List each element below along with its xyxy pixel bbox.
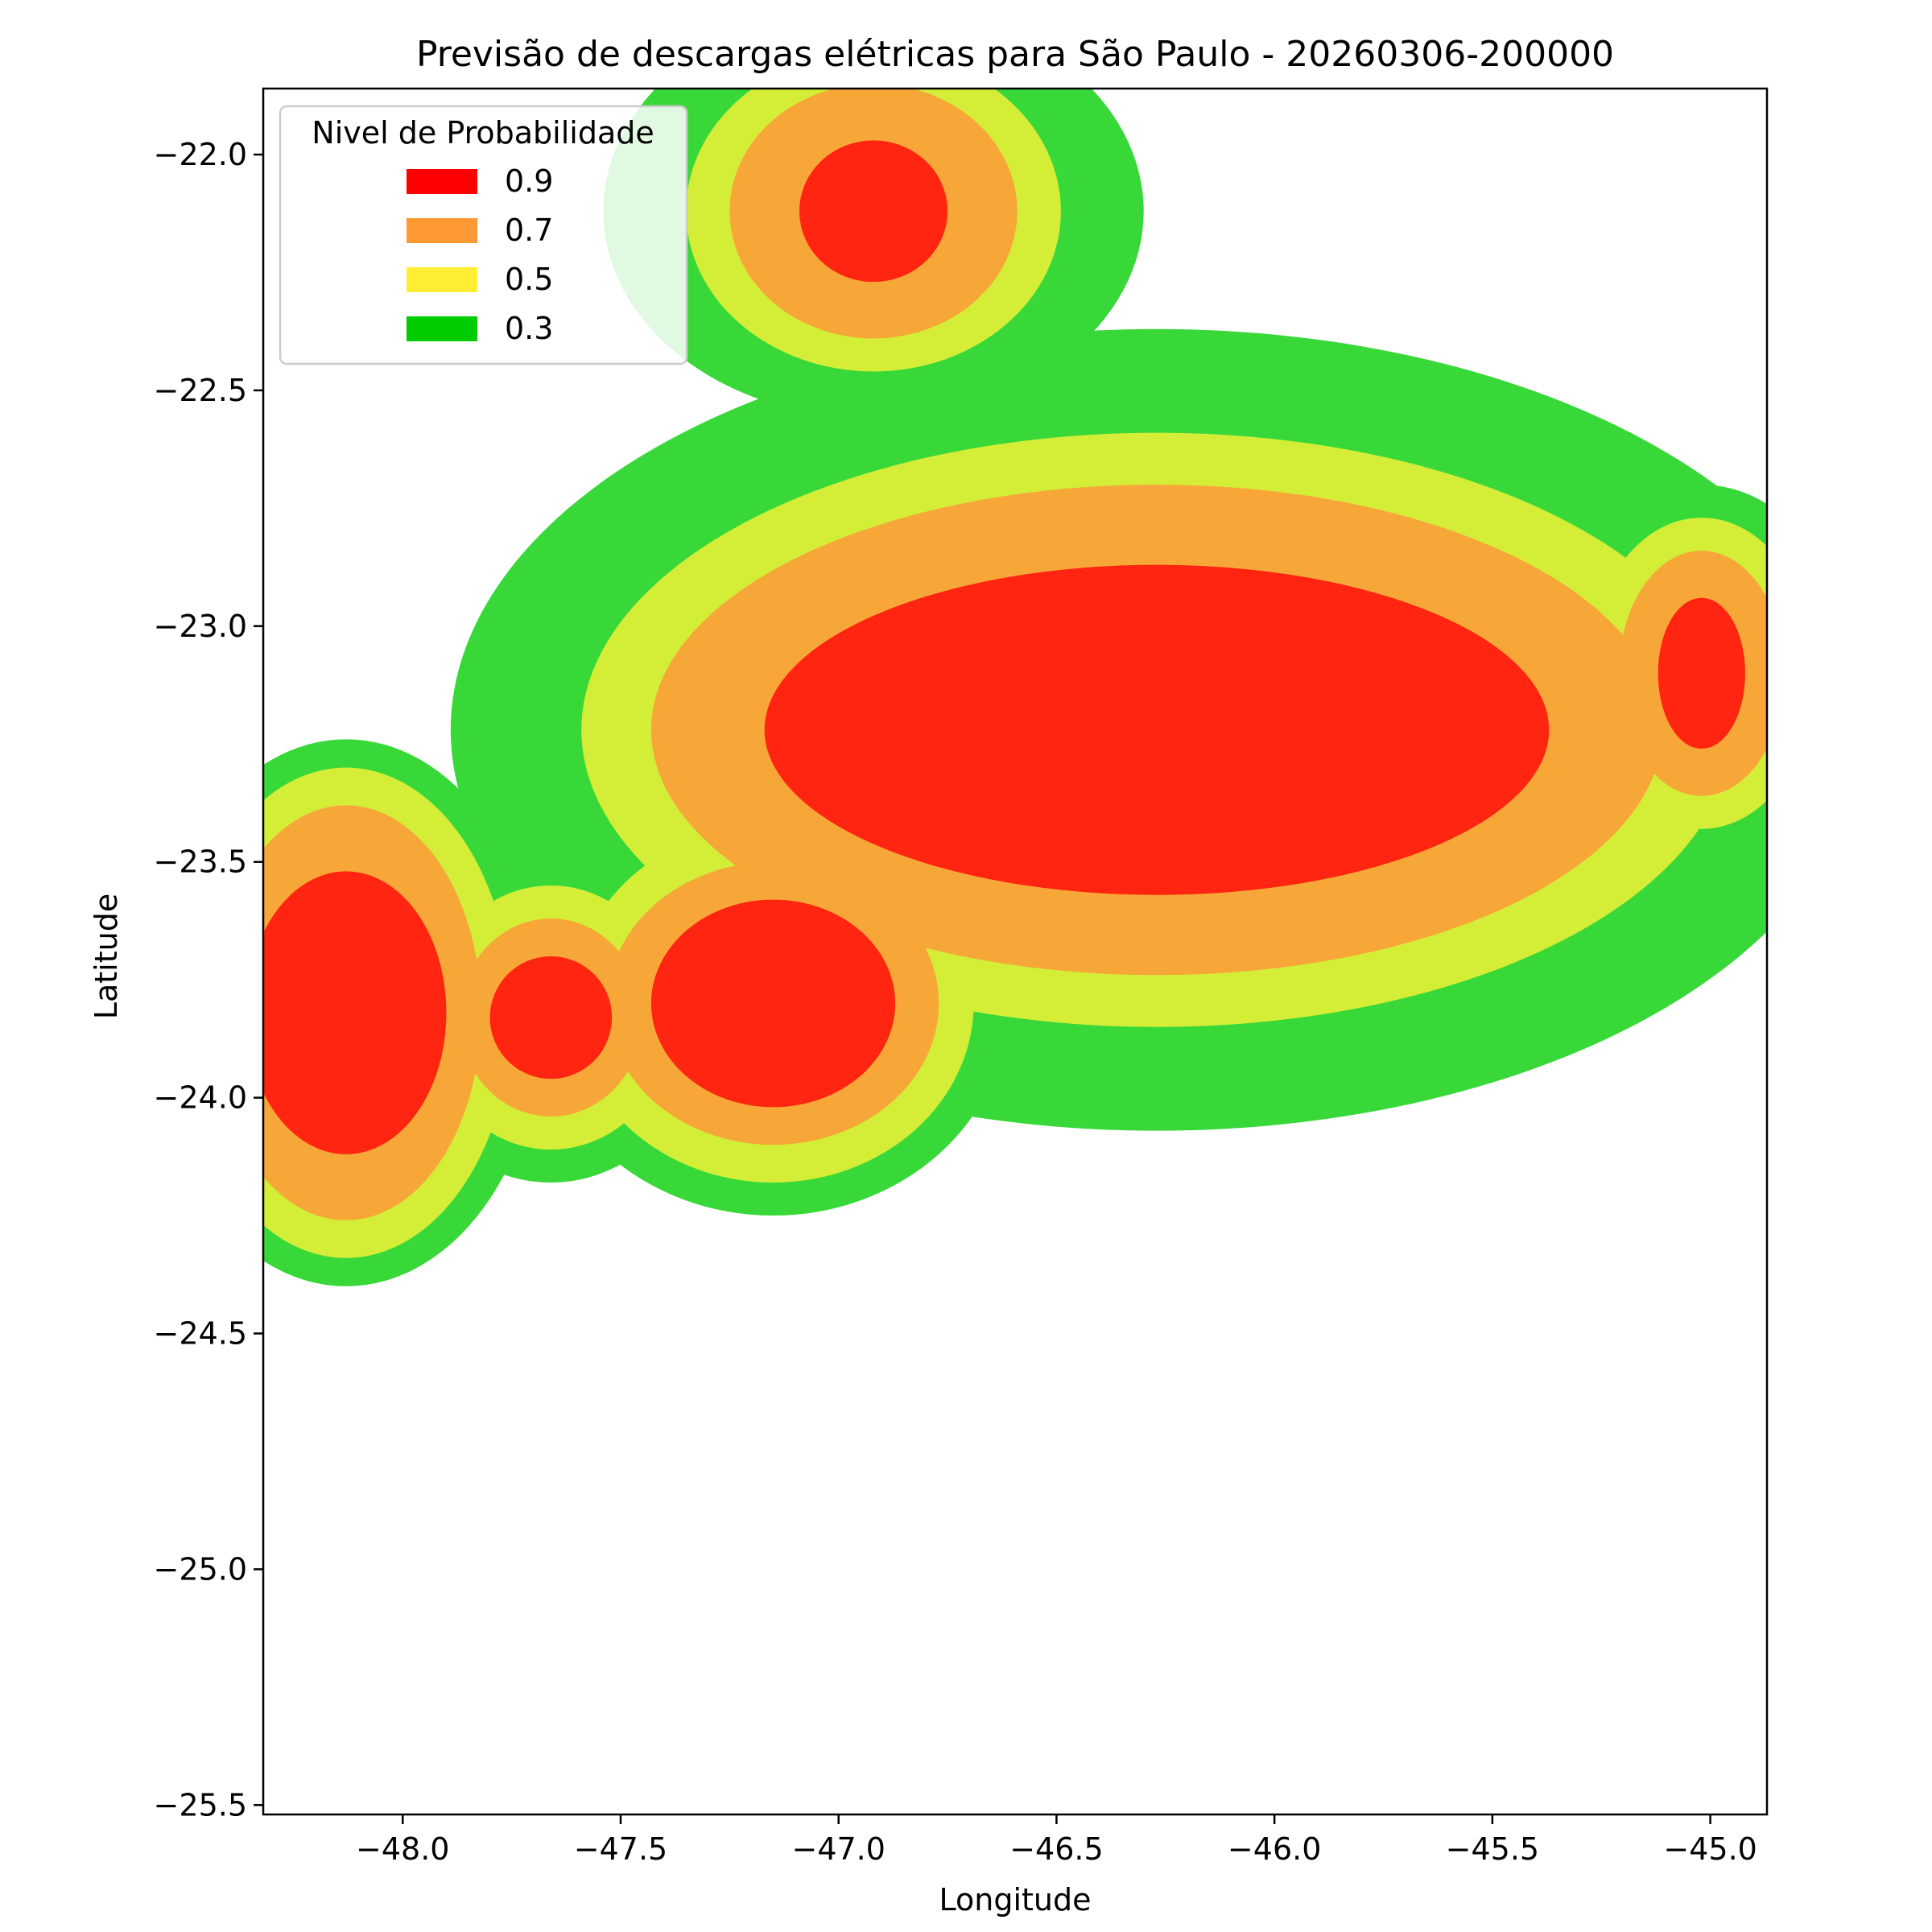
legend-swatch xyxy=(407,267,477,292)
contour-level-0-9 xyxy=(263,140,1745,1154)
x-tick-label: −46.0 xyxy=(1228,1831,1321,1867)
x-tick-label: −45.5 xyxy=(1446,1831,1539,1867)
contour-0-9-north xyxy=(799,140,948,283)
legend-swatch xyxy=(407,316,477,341)
y-tick-label: −22.0 xyxy=(154,137,247,172)
y-tick-label: −25.5 xyxy=(154,1787,247,1823)
y-axis-ticks: −22.0 −22.5 −23.0 −23.5 −24.0 −24.5 −25.0 −25.5 xyxy=(154,137,263,1823)
legend-swatch xyxy=(407,218,477,243)
legend-label: 0.5 xyxy=(505,262,553,297)
x-tick-label: −46.5 xyxy=(1009,1831,1103,1867)
legend-title: Nivel de Probabilidade xyxy=(312,115,654,151)
plot-area xyxy=(263,89,1767,1286)
contour-0-9-west xyxy=(263,871,447,1154)
y-tick-label: −25.0 xyxy=(154,1551,247,1587)
y-tick-label: −24.0 xyxy=(154,1080,247,1116)
y-tick-label: −23.5 xyxy=(154,844,247,880)
y-tick-label: −24.5 xyxy=(154,1315,247,1351)
contour-0-9-middle-west xyxy=(489,956,613,1080)
legend: Nivel de Probabilidade 0.9 0.7 0.5 0.3 xyxy=(279,105,688,365)
legend-label: 0.7 xyxy=(505,213,553,248)
x-axis-label: Longitude xyxy=(939,1882,1092,1918)
y-tick-label: −23.0 xyxy=(154,609,247,644)
contour-0-9-east xyxy=(1657,597,1745,749)
x-axis-ticks: −48.0 −47.5 −47.0 −46.5 −46.0 −45.5 −45.0 xyxy=(356,1814,1757,1867)
legend-swatch xyxy=(407,169,477,194)
legend-entries: 0.9 0.7 0.5 0.3 xyxy=(407,163,553,346)
legend-label: 0.9 xyxy=(505,163,553,199)
x-tick-label: −48.0 xyxy=(356,1831,449,1867)
x-tick-label: −47.0 xyxy=(791,1831,885,1867)
plot-frame xyxy=(262,87,1769,1816)
legend-box xyxy=(279,105,688,365)
contour-0-9-middle xyxy=(650,899,896,1108)
x-tick-label: −47.5 xyxy=(574,1831,667,1867)
y-tick-label: −22.5 xyxy=(154,373,247,408)
legend-label: 0.3 xyxy=(505,311,553,346)
chart-title: Previsão de descargas elétricas para São… xyxy=(416,34,1614,75)
x-tick-label: −45.0 xyxy=(1663,1831,1757,1867)
contour-0-9-central xyxy=(764,564,1550,895)
y-axis-label: Latitude xyxy=(89,894,124,1019)
